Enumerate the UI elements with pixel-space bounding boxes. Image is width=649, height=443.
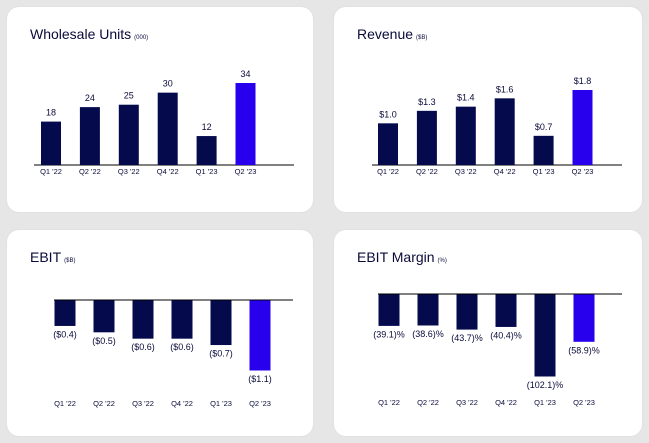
x-tick-label: Q1 '23: [534, 398, 556, 407]
bar: [196, 136, 217, 165]
x-tick-label: Q4 '22: [494, 167, 516, 176]
data-label: ($0.6): [170, 342, 194, 352]
bar: [235, 83, 256, 165]
data-label: (43.7)%: [451, 333, 483, 343]
bar: [41, 121, 61, 165]
x-tick-label: Q1 '22: [40, 167, 62, 176]
data-label: $1.8: [574, 76, 592, 86]
x-tick-label: Q1 '22: [377, 167, 399, 176]
data-label: (40.4)%: [490, 330, 522, 340]
data-label: $1.4: [457, 93, 475, 103]
data-label: $1.0: [379, 109, 397, 119]
chart-unit: (%): [437, 258, 447, 264]
data-label: 12: [202, 122, 212, 132]
bar: [210, 300, 232, 346]
bar: [249, 300, 271, 371]
data-label: ($0.7): [209, 349, 233, 359]
bar: [572, 90, 593, 165]
data-label: ($0.6): [131, 342, 155, 352]
data-label: ($1.1): [248, 374, 272, 384]
x-tick-label: Q3 '22: [455, 167, 477, 176]
data-label: ($0.4): [53, 329, 77, 339]
ebit-card: EBIT ($B) ($0.4) Q1 '22 ($0.5) Q2 '22 ($0.6) Q…: [7, 230, 313, 436]
bar: [416, 110, 437, 165]
data-label: ($0.5): [92, 336, 116, 346]
ebit-margin-card: EBIT Margin (%) (39.1)% Q1 '22 (38.6)% Q2 '2…: [334, 230, 642, 436]
x-tick-label: Q3 '22: [132, 399, 154, 408]
x-tick-label: Q2 '22: [79, 167, 101, 176]
x-tick-label: Q1 '23: [533, 167, 555, 176]
bar: [417, 294, 439, 326]
x-tick-label: Q3 '22: [456, 398, 478, 407]
data-label: 18: [46, 108, 56, 118]
bar: [455, 106, 476, 165]
bar: [573, 294, 595, 342]
data-label: (39.1)%: [373, 329, 405, 339]
bar: [378, 294, 400, 326]
x-tick-label: Q2 '22: [416, 167, 438, 176]
bar: [79, 107, 100, 165]
bar: [533, 135, 554, 165]
revenue-card: Revenue ($B) $1.0 Q1 '22 $1.3 Q2 '22 $1.4 Q3 '…: [334, 7, 642, 212]
chart-unit: ($B): [416, 35, 428, 41]
data-label: 24: [85, 93, 95, 103]
wholesale-units-card: Wholesale Units (000) 18 Q1 '22 24 Q2 '22 25 Q…: [7, 7, 313, 212]
bar: [378, 123, 398, 165]
x-tick-label: Q4 '22: [495, 398, 517, 407]
data-label: 25: [124, 91, 134, 101]
revenue-chart: $1.0 Q1 '22 $1.3 Q2 '22 $1.4 Q3 '22 $1.6 Q4 '22…: [372, 76, 622, 176]
bar: [93, 300, 115, 333]
bar: [118, 104, 139, 165]
data-label: (38.6)%: [412, 329, 444, 339]
wholesale-units-chart: 18 Q1 '22 24 Q2 '22 25 Q3 '22 30 Q4 '22 12 Q1 '23…: [34, 69, 294, 176]
data-label: $1.3: [418, 97, 436, 107]
chart-title: Revenue ($B): [357, 26, 428, 42]
data-label: $0.7: [535, 122, 553, 132]
bar: [171, 300, 193, 339]
x-tick-label: Q1 '23: [196, 167, 218, 176]
chart-title: EBIT Margin (%): [357, 249, 447, 265]
x-tick-label: Q2 '23: [573, 398, 595, 407]
data-label: (58.9)%: [568, 345, 600, 355]
chart-title: EBIT ($B): [30, 249, 76, 265]
chart-unit: ($B): [64, 258, 76, 264]
x-tick-label: Q2 '22: [417, 398, 439, 407]
x-tick-label: Q2 '23: [249, 399, 271, 408]
data-label: $1.6: [496, 84, 514, 94]
bar: [495, 294, 517, 327]
bar: [157, 92, 178, 165]
bar: [534, 294, 556, 377]
x-tick-label: Q1 '23: [210, 399, 232, 408]
x-tick-label: Q2 '23: [235, 167, 257, 176]
data-label: (102.1)%: [527, 380, 564, 390]
data-label: 30: [163, 79, 173, 89]
bar: [54, 300, 76, 326]
bar: [132, 300, 154, 339]
x-tick-label: Q4 '22: [171, 399, 193, 408]
x-tick-label: Q3 '22: [118, 167, 140, 176]
x-tick-label: Q1 '22: [378, 398, 400, 407]
chart-unit: (000): [134, 35, 149, 41]
chart-title: Wholesale Units (000): [30, 26, 149, 42]
bar: [494, 98, 515, 165]
ebit-chart: ($0.4) Q1 '22 ($0.5) Q2 '22 ($0.6) Q3 '22 ($0.…: [53, 299, 293, 408]
x-tick-label: Q4 '22: [157, 167, 179, 176]
x-tick-label: Q2 '23: [572, 167, 594, 176]
x-tick-label: Q2 '22: [93, 399, 115, 408]
x-tick-label: Q1 '22: [54, 399, 76, 408]
ebit-margin-chart: (39.1)% Q1 '22 (38.6)% Q2 '22 (43.7)% Q3 '22 (…: [373, 293, 622, 407]
bar: [456, 294, 478, 330]
data-label: 34: [240, 69, 250, 79]
